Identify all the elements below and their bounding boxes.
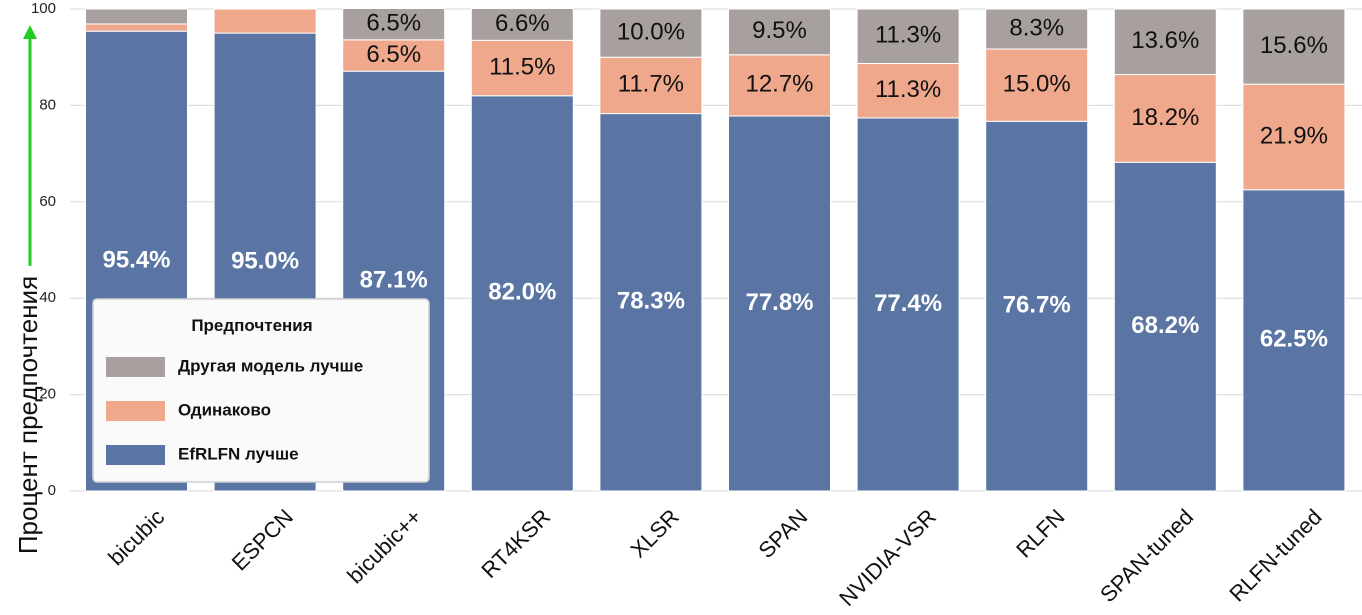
- data-label: 11.3%: [875, 76, 941, 103]
- data-label: 11.7%: [618, 71, 684, 98]
- legend-box: [92, 298, 430, 483]
- bar-labels: 95.4% 95.0% 87.1% 6.5% 6.5% 82.0% 11.5% 6.6% 78.…: [102, 10, 1327, 353]
- data-label: 10.0%: [617, 18, 685, 45]
- bar-segment: [728, 8, 831, 56]
- x-tick-label: bicubic++: [342, 504, 426, 588]
- bar-segment: [342, 39, 446, 72]
- bar-segment: [599, 113, 703, 492]
- legend-entry-label: Другая модель лучше: [178, 356, 363, 375]
- data-label: 12.7%: [745, 71, 813, 98]
- data-label: 11.5%: [489, 53, 555, 80]
- legend-entry-label: EfRLFN лучше: [178, 444, 299, 463]
- legend-title: Предпочтения: [191, 316, 312, 335]
- y-tick-label: 20: [39, 386, 56, 403]
- legend-swatch: [106, 357, 165, 377]
- bar-segment: [985, 48, 1089, 122]
- data-label: 15.0%: [1003, 70, 1071, 97]
- bar-segment: [213, 8, 317, 34]
- data-label: 95.4%: [102, 246, 170, 273]
- data-label: 62.5%: [1260, 326, 1328, 353]
- bar-segment: [1242, 83, 1346, 191]
- bar-segment: [599, 56, 703, 115]
- x-tick-label: bicubic: [103, 504, 169, 570]
- data-label: 8.3%: [1009, 14, 1064, 41]
- y-tick-label: 60: [39, 193, 56, 210]
- data-label: 95.0%: [231, 247, 299, 274]
- data-label: 77.8%: [745, 289, 813, 316]
- x-tick-label: RT4KSR: [476, 504, 555, 583]
- bar-segment: [856, 117, 960, 492]
- bar-segment: [1242, 8, 1346, 85]
- x-tick-label: XLSR: [625, 504, 683, 562]
- bar-segment: [470, 8, 574, 41]
- y-axis-label: Процент предпочтения: [13, 276, 43, 554]
- bar-segment: [1242, 189, 1346, 492]
- bar-segment: [985, 8, 1089, 50]
- x-tick-label: RLFN-tuned: [1224, 504, 1326, 606]
- bar-segment: [85, 23, 188, 32]
- x-tick-label: RLFN: [1011, 504, 1069, 562]
- x-tick-label: ESPCN: [227, 504, 298, 575]
- data-label: 11.3%: [875, 22, 941, 49]
- x-tick-label: SPAN: [753, 504, 812, 563]
- data-label: 87.1%: [360, 266, 428, 293]
- data-label: 6.5%: [366, 10, 421, 37]
- y-axis-arrowhead: [23, 25, 37, 39]
- bar-segment: [470, 95, 574, 492]
- y-tick-label: 80: [39, 96, 56, 113]
- data-label: 6.6%: [495, 10, 550, 37]
- y-tick-label: 100: [31, 0, 56, 17]
- bar-segment: [1113, 161, 1217, 492]
- bar-segment: [85, 8, 188, 25]
- data-label: 15.6%: [1260, 32, 1328, 59]
- legend: Предпочтения Другая модель лучше Одинаков…: [92, 298, 430, 483]
- bar-segment: [1113, 74, 1217, 163]
- y-tick-label: 0: [48, 482, 56, 499]
- bar-segment: [1113, 8, 1217, 76]
- data-label: 76.7%: [1003, 291, 1071, 318]
- legend-swatch: [106, 445, 165, 465]
- bar-segment: [856, 8, 960, 64]
- data-label: 68.2%: [1131, 312, 1199, 339]
- bar-segment: [985, 120, 1089, 492]
- x-tick-label: NVIDIA-VSR: [834, 504, 941, 610]
- bar-segment: [599, 8, 703, 58]
- data-label: 13.6%: [1131, 27, 1199, 54]
- bar-segment: [728, 54, 831, 117]
- x-tick-label: SPAN-tuned: [1095, 504, 1198, 607]
- data-label: 21.9%: [1260, 122, 1328, 149]
- legend-entry-label: Одинаково: [178, 400, 271, 419]
- data-label: 6.5%: [366, 41, 421, 68]
- data-label: 82.0%: [488, 279, 556, 306]
- data-label: 77.4%: [874, 290, 942, 317]
- data-label: 9.5%: [752, 17, 807, 44]
- data-label: 18.2%: [1131, 104, 1199, 131]
- legend-swatch: [106, 401, 165, 421]
- bar-segment: [342, 8, 446, 41]
- bar-segment: [728, 115, 831, 492]
- data-label: 78.3%: [617, 288, 685, 315]
- y-tick-label: 40: [39, 289, 56, 306]
- bar-segment: [856, 62, 960, 119]
